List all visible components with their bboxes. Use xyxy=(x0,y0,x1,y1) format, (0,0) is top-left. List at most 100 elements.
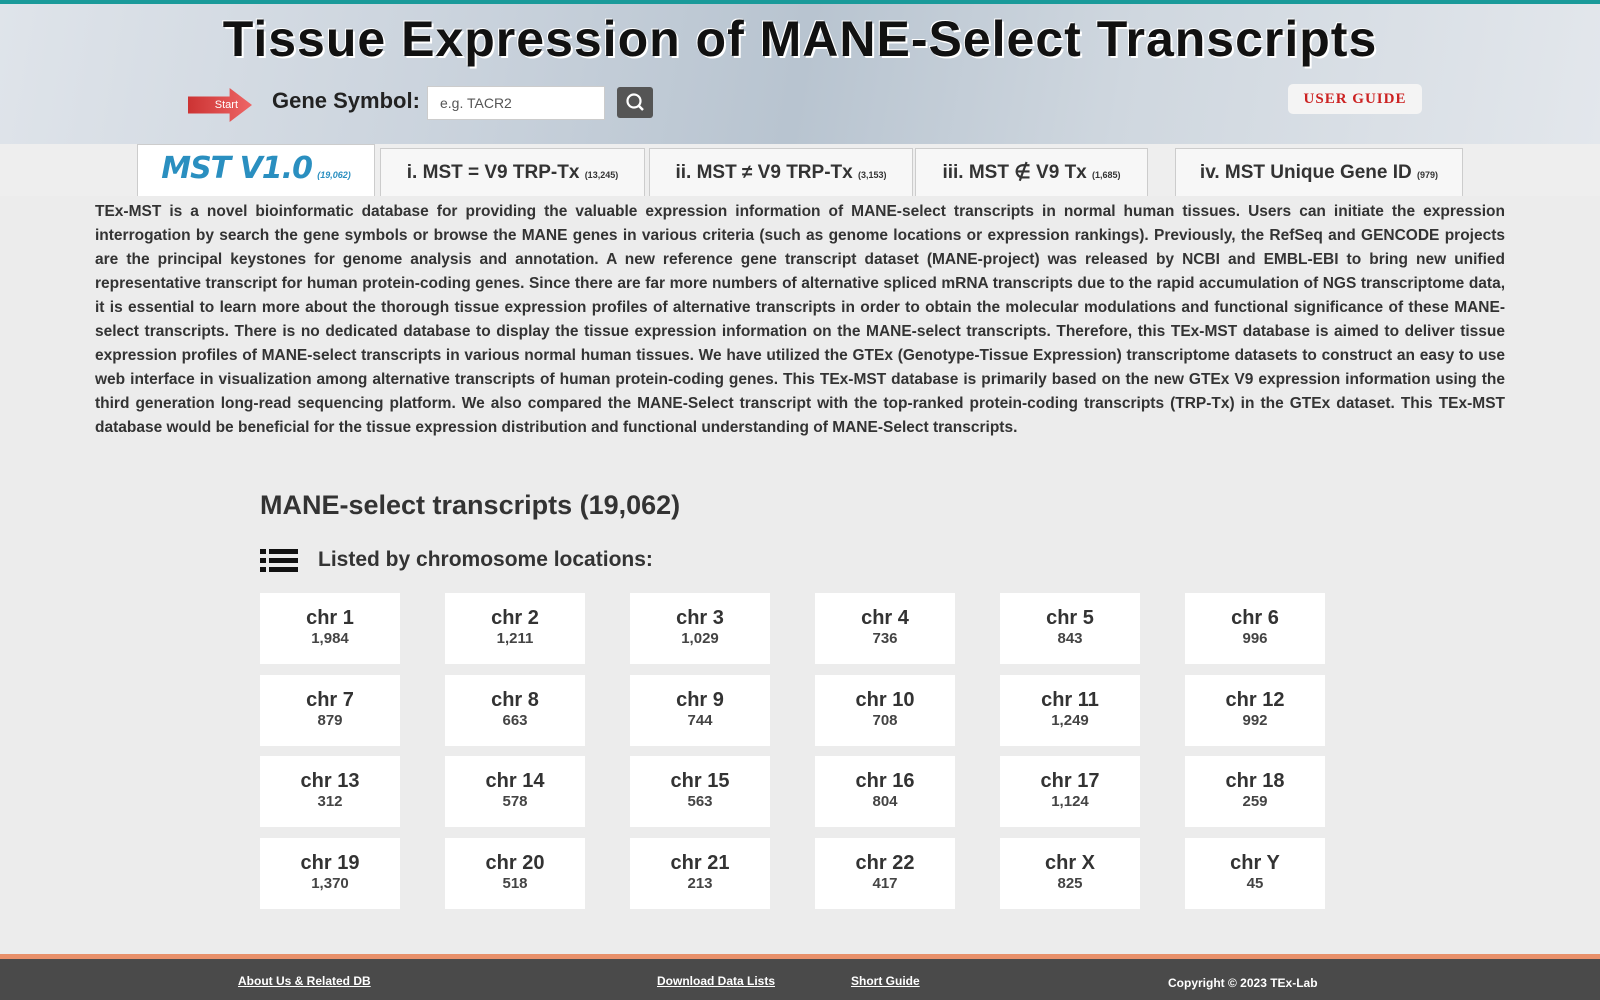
chromosome-cell[interactable]: chr 5 843 xyxy=(1000,593,1140,664)
site-title: Tissue Expression of MANE-Select Transcr… xyxy=(222,11,1378,67)
list-icon xyxy=(260,549,298,572)
nav-tab[interactable]: ii. MST ≠ V9 TRP-Tx (3,153) xyxy=(649,148,913,196)
chromosome-cell[interactable]: chr 15 563 xyxy=(630,756,770,827)
search-button[interactable] xyxy=(617,87,653,118)
tab-label: MST V1.0 xyxy=(161,151,313,186)
nav-tab[interactable]: iii. MST ∉ V9 Tx (1,685) xyxy=(915,148,1148,196)
chromosome-cell[interactable]: chr 21 213 xyxy=(630,837,770,909)
footer-link[interactable]: Short Guide xyxy=(851,974,920,988)
footer-link[interactable]: About Us & Related DB xyxy=(238,974,371,988)
nav-tab[interactable]: iv. MST Unique Gene ID (979) xyxy=(1175,148,1463,196)
chromosome-cell[interactable]: chr 11 1,249 xyxy=(1000,674,1140,746)
intro-text: TEx-MST is a novel bioinformatic databas… xyxy=(95,203,1505,436)
copyright: Copyright © 2023 TEx-Lab xyxy=(1168,976,1318,990)
chromosome-name: chr 5 xyxy=(1046,607,1094,629)
chromosome-name: chr 10 xyxy=(855,688,915,711)
header: Tissue Expression of MANE-Select Transcr… xyxy=(0,0,1600,144)
search-icon xyxy=(626,93,644,111)
chromosome-cell[interactable]: chr 20 518 xyxy=(445,837,585,909)
chromosome-name: chr 22 xyxy=(855,851,915,874)
chromosome-count: 259 xyxy=(1242,793,1268,810)
chromosome-cell[interactable]: chr 12 992 xyxy=(1185,674,1325,746)
chromosome-name: chr 20 xyxy=(485,851,545,874)
chromosome-count: 804 xyxy=(872,793,898,810)
chromosome-count: 1,984 xyxy=(311,630,349,647)
chromosome-cell[interactable]: chr 13 312 xyxy=(260,756,400,827)
chromosome-count: 417 xyxy=(872,874,898,892)
tab-count: (1,685) xyxy=(1092,170,1121,180)
chromosome-cell[interactable]: chr 4 736 xyxy=(815,593,955,664)
tab-count: (3,153) xyxy=(857,170,887,180)
tab-label: iv. MST Unique Gene ID xyxy=(1199,162,1412,183)
chromosome-cell[interactable]: chr 17 1,124 xyxy=(1000,756,1140,827)
tab-bar: MST V1.0 (19,062) i. MST = V9 TRP-Tx (13,… xyxy=(0,144,1600,196)
chromosome-name: chr 19 xyxy=(300,851,360,874)
chromosome-name: chr 18 xyxy=(1225,770,1285,792)
chromosome-cell[interactable]: chr 7 879 xyxy=(260,674,400,746)
chromosome-cell[interactable]: chr 18 259 xyxy=(1185,756,1325,827)
chromosome-count: 708 xyxy=(872,711,898,729)
chromosome-cell[interactable]: chr 6 996 xyxy=(1185,593,1325,664)
tab-count: (19,062) xyxy=(317,170,351,180)
chromosome-cell[interactable]: chr 22 417 xyxy=(815,837,955,909)
chromosome-name: chr 9 xyxy=(676,688,724,711)
chromosome-count: 879 xyxy=(317,711,343,729)
chromosome-name: chr 8 xyxy=(491,688,539,711)
chromosome-name: chr 2 xyxy=(491,607,539,629)
tab-count: (979) xyxy=(1417,170,1439,180)
tab-count: (13,245) xyxy=(584,170,619,180)
chromosome-count: 996 xyxy=(1242,630,1268,647)
chromosome-name: chr 7 xyxy=(306,688,354,711)
chromosome-cell[interactable]: chr Y 45 xyxy=(1185,837,1325,909)
nav-tab[interactable]: i. MST = V9 TRP-Tx (13,245) xyxy=(380,148,645,196)
chromosome-count: 312 xyxy=(317,793,343,810)
chromosome-count: 578 xyxy=(502,793,528,810)
tab-label: iii. MST ∉ V9 Tx xyxy=(942,162,1087,183)
section-title: MANE-select transcripts (19,062) xyxy=(260,490,681,520)
tab-label: i. MST = V9 TRP-Tx xyxy=(406,162,580,183)
chromosome-cell[interactable]: chr 9 744 xyxy=(630,674,770,746)
chromosome-count: 213 xyxy=(687,874,713,892)
nav-tab[interactable]: MST V1.0 (19,062) xyxy=(137,144,375,196)
chromosome-count: 663 xyxy=(502,711,528,729)
chromosome-count: 1,370 xyxy=(311,874,349,892)
chromosome-count: 825 xyxy=(1057,874,1083,892)
chromosome-cell[interactable]: chr 14 578 xyxy=(445,756,585,827)
chromosome-count: 843 xyxy=(1057,630,1083,647)
chromosome-count: 992 xyxy=(1242,711,1268,729)
chromosome-count: 1,211 xyxy=(496,630,534,647)
start-button[interactable]: Start xyxy=(188,88,252,122)
chromosome-cell[interactable]: chr X 825 xyxy=(1000,837,1140,909)
chromosome-count: 736 xyxy=(872,630,898,647)
chromosome-cell[interactable]: chr 16 804 xyxy=(815,756,955,827)
search-label: Gene Symbol: xyxy=(272,88,420,113)
chromosome-cell[interactable]: chr 19 1,370 xyxy=(260,837,400,909)
chromosome-count: 45 xyxy=(1246,874,1264,892)
chromosome-name: chr 12 xyxy=(1225,688,1285,711)
chromosome-cell[interactable]: chr 3 1,029 xyxy=(630,593,770,664)
chromosome-name: chr 17 xyxy=(1040,770,1100,792)
chromosome-cell[interactable]: chr 8 663 xyxy=(445,674,585,746)
chromosome-cell[interactable]: chr 10 708 xyxy=(815,674,955,746)
chromosome-name: chr X xyxy=(1044,851,1096,874)
footer: About Us & Related DB Download Data Lists… xyxy=(0,954,1600,1000)
chromosome-count: 518 xyxy=(502,874,528,892)
chromosome-name: chr Y xyxy=(1230,851,1280,874)
chromosome-name: chr 3 xyxy=(676,607,724,629)
chromosome-name: chr 6 xyxy=(1231,607,1279,629)
chromosome-cell[interactable]: chr 2 1,211 xyxy=(445,593,585,664)
user-guide-button[interactable]: USER GUIDE xyxy=(1288,84,1422,114)
chromosome-count: 1,029 xyxy=(681,630,719,647)
chromosome-name: chr 21 xyxy=(670,851,730,874)
search-input[interactable]: e.g. TACR2 xyxy=(427,86,605,120)
chromosome-count: 744 xyxy=(687,711,713,729)
chromosome-name: chr 14 xyxy=(485,770,545,792)
chromosome-cell[interactable]: chr 1 1,984 xyxy=(260,593,400,664)
chromosome-count: 563 xyxy=(687,793,713,810)
chromosome-name: chr 13 xyxy=(300,770,360,792)
chromosome-count: 1,124 xyxy=(1051,793,1089,810)
section-subtitle: Listed by chromosome locations: xyxy=(318,548,653,571)
tab-label: ii. MST ≠ V9 TRP-Tx xyxy=(675,162,853,183)
footer-link[interactable]: Download Data Lists xyxy=(657,974,776,988)
